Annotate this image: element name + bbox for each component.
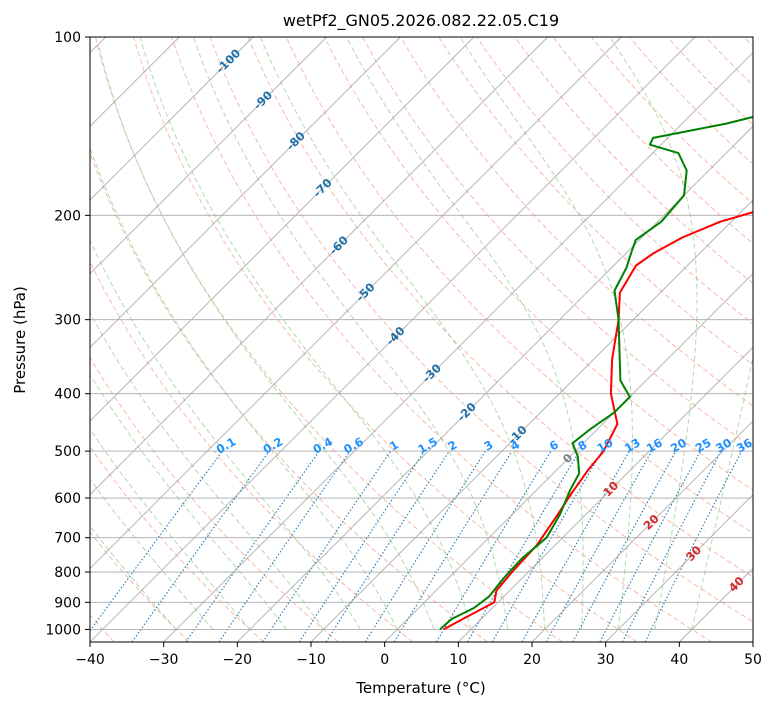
- moist-adiabat: [98, 46, 435, 630]
- dry-adiabat: [90, 356, 339, 642]
- dry-adiabat: [90, 151, 488, 642]
- data-layer: [439, 115, 753, 631]
- isotherm: [384, 273, 753, 642]
- y-tick-label: 200: [54, 208, 81, 224]
- mixing-ratio-label: 16: [644, 435, 665, 455]
- moist-adiabat: [609, 37, 698, 630]
- dry-adiabat: [323, 37, 753, 491]
- y-tick-label: 600: [54, 491, 81, 507]
- mixing-ratio-line: [393, 450, 513, 642]
- x-tick-label: −40: [75, 652, 105, 668]
- dry-adiabat: [209, 37, 753, 623]
- x-axis-title: Temperature (°C): [355, 679, 485, 697]
- mixing-ratio-line: [621, 450, 722, 642]
- mixing-ratio-line: [599, 450, 701, 642]
- x-tick-label: 0: [380, 652, 389, 668]
- sounding-series-line: [439, 115, 753, 631]
- moist-adiabat: [259, 37, 546, 630]
- dry-adiabat: [133, 37, 638, 642]
- y-tick-label: 700: [54, 531, 81, 547]
- dry-adiabat: [285, 37, 753, 534]
- plot-frame: [89, 36, 754, 643]
- moist-adiabat: [139, 37, 472, 630]
- y-tick-label: 500: [54, 444, 81, 460]
- mixing-ratio-line: [435, 450, 552, 642]
- isotherm: [605, 494, 753, 642]
- y-tick-label: 1000: [45, 622, 81, 638]
- mixing-ratio-line: [325, 450, 450, 642]
- mixing-ratio-line: [131, 450, 270, 642]
- isotherm: [310, 199, 753, 642]
- axis-layer: −40 −30 −20 −10 0 10 20 30 40 50 100 200 300 400 500 60…: [45, 30, 762, 668]
- mixing-ratio-line: [262, 450, 392, 642]
- x-tick-label: −10: [296, 652, 326, 668]
- mixing-ratio-label: 13: [622, 435, 643, 455]
- isotherm: [90, 37, 401, 348]
- moist-adiabat: [193, 37, 509, 630]
- mixing-ratio-line: [90, 450, 223, 632]
- dry-adiabat: [514, 37, 753, 285]
- dry-adiabat: [400, 37, 753, 407]
- moist-adiabat: [90, 373, 288, 630]
- isotherm: [90, 37, 327, 275]
- isotherm: [531, 420, 753, 642]
- y-tick-label: 100: [54, 30, 81, 46]
- x-tick-label: 50: [744, 652, 762, 668]
- y-tick-label: 300: [54, 313, 81, 329]
- mixing-ratio-line: [545, 450, 653, 642]
- isotherm: [237, 125, 753, 642]
- mixing-ratio-label: 25: [693, 435, 714, 455]
- x-tick-label: 40: [670, 652, 688, 668]
- isotherm: [90, 37, 548, 496]
- dry-adiabat: [90, 445, 264, 642]
- x-tick-label: 30: [597, 652, 615, 668]
- dry-adiabat: [247, 37, 753, 578]
- dry-adiabat: [90, 531, 190, 642]
- dry-adiabat: [362, 37, 753, 449]
- mixing-ratio-label: 30: [713, 435, 734, 455]
- dry-adiabat: [95, 37, 563, 642]
- mixing-ratio-label: 36: [734, 435, 755, 455]
- mixing-ratio-line: [644, 450, 743, 642]
- moist-adiabat: [90, 525, 177, 630]
- mixing-ratio-line: [364, 450, 486, 642]
- isotherm: [90, 37, 696, 642]
- isotherm: [90, 37, 622, 569]
- moist-adiabat: [90, 478, 214, 630]
- mixing-ratio-label: 20: [668, 435, 689, 455]
- y-axis-title: Pressure (hPa): [11, 286, 29, 394]
- moist-adiabat: [90, 311, 324, 630]
- x-tick-label: −30: [149, 652, 179, 668]
- isotherm: [90, 37, 254, 201]
- x-tick-label: −20: [223, 652, 253, 668]
- mixing-ratio-line: [185, 450, 320, 642]
- y-tick-label: 400: [54, 387, 81, 403]
- isotherm: [163, 52, 753, 642]
- mixing-ratio-label: 10: [595, 435, 616, 455]
- moist-adiabat: [90, 428, 251, 630]
- y-tick-label: 800: [54, 565, 81, 581]
- mixing-ratio-line: [521, 450, 630, 642]
- y-tick-label: 900: [54, 595, 81, 611]
- x-tick-label: 20: [523, 652, 541, 668]
- mixing-ratio-line: [572, 450, 677, 642]
- isotherm: [90, 37, 475, 422]
- isotherm: [458, 346, 753, 642]
- dry-adiabat: [438, 37, 753, 366]
- grid-layer: [90, 37, 753, 642]
- x-tick-label: 10: [449, 652, 467, 668]
- dry-adiabat: [171, 37, 712, 642]
- mixing-ratio-line: [218, 450, 351, 642]
- moist-adiabat: [691, 354, 753, 630]
- chart-title: wetPf2_GN05.2026.082.22.05.C19: [283, 11, 559, 31]
- mixing-ratio-line: [298, 450, 425, 642]
